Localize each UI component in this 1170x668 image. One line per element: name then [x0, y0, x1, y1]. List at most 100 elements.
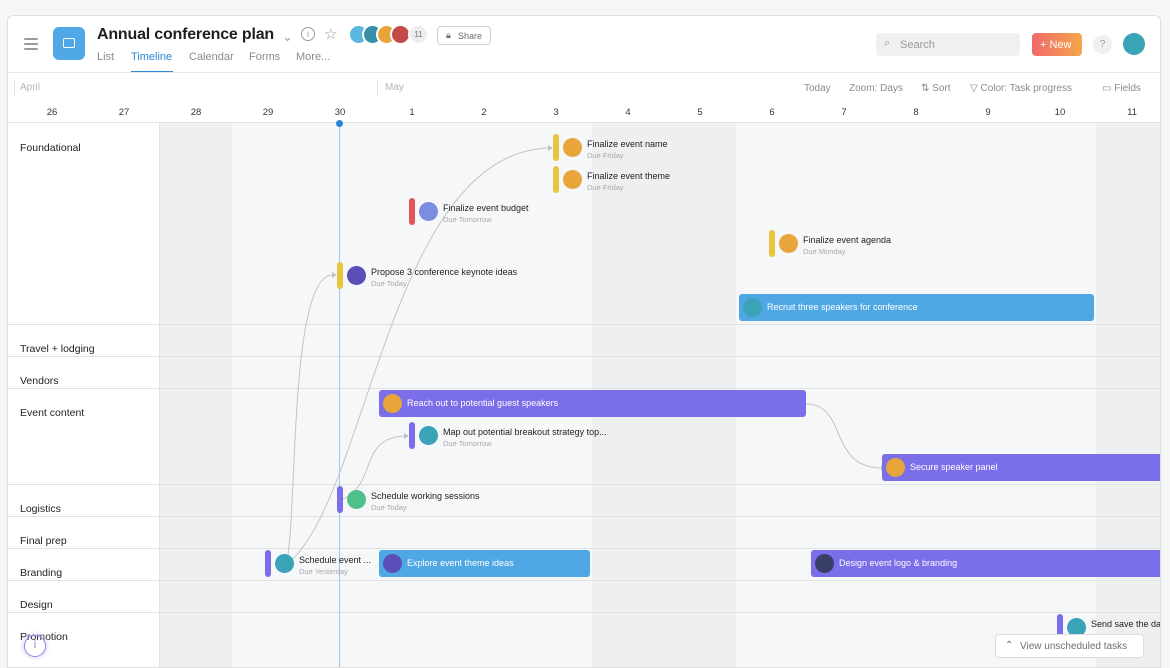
task-name: Finalize event agenda [803, 235, 892, 245]
help-button[interactable]: ? [1093, 35, 1112, 54]
star-icon[interactable]: ☆ [324, 26, 338, 43]
tab-timeline[interactable]: Timeline [131, 51, 173, 63]
section-label[interactable]: Logistics [20, 503, 61, 515]
today-button[interactable]: Today [804, 83, 831, 94]
task-milestone-bar[interactable] [769, 230, 775, 257]
day-label: 5 [697, 107, 703, 118]
color-label: Color: Task progress [980, 83, 1072, 94]
dependency-line [805, 403, 883, 469]
assignee-avatar [275, 554, 294, 573]
task-name: Finalize event name [587, 139, 668, 149]
row-divider [8, 484, 1160, 485]
task-name: Recruit three speakers for conference [767, 302, 918, 312]
assignee-avatar [383, 394, 402, 413]
task[interactable]: Design event logo & branding [811, 550, 1160, 577]
menu-icon[interactable] [24, 38, 38, 53]
task-name: Send save the da [1091, 619, 1161, 629]
day-label: 4 [625, 107, 631, 118]
zoom-button[interactable]: Zoom: Days [849, 83, 903, 94]
member-count[interactable]: 11 [408, 24, 429, 45]
view-unscheduled-button[interactable]: ⌃ View unscheduled tasks [995, 634, 1144, 658]
task-due: Due Tomorrow [443, 439, 492, 448]
task-name: Schedule working sessions [371, 491, 480, 501]
section-label[interactable]: Event content [20, 407, 85, 419]
tab-calendar[interactable]: Calendar [189, 51, 234, 63]
task-milestone-bar[interactable] [409, 422, 415, 449]
assignee-avatar [815, 554, 834, 573]
section-label[interactable]: Final prep [20, 535, 67, 547]
task-name: Finalize event budget [443, 203, 529, 213]
today-marker [336, 120, 343, 127]
arrow-icon [404, 433, 409, 439]
day-label: 30 [334, 107, 346, 118]
dependency-line [342, 435, 406, 500]
share-label: Share [458, 31, 483, 41]
day-label: 3 [553, 107, 559, 118]
month-label: April [20, 82, 41, 93]
task[interactable]: Recruit three speakers for conference [739, 294, 1094, 321]
unscheduled-label: View unscheduled tasks [1020, 641, 1128, 652]
double-chevron-up-icon: ⌃ [1005, 640, 1014, 651]
row-divider [8, 612, 1160, 613]
task-milestone-bar[interactable] [553, 134, 559, 161]
row-divider [8, 548, 1160, 549]
info-icon[interactable]: i [24, 635, 46, 657]
task-name: Secure speaker panel [910, 462, 998, 472]
task[interactable]: Secure speaker panel [882, 454, 1160, 481]
divider [377, 80, 378, 96]
fields-button[interactable]: ▭ Fields [1102, 83, 1141, 94]
divider [8, 72, 1160, 73]
section-column [8, 123, 160, 667]
task-milestone-bar[interactable] [1057, 614, 1063, 641]
task-due: Due Tomorrow [443, 215, 492, 224]
section-label[interactable]: Foundational [20, 142, 81, 154]
assignee-avatar [779, 234, 798, 253]
task-milestone-bar[interactable] [337, 486, 343, 513]
task-name: Reach out to potential guest speakers [407, 398, 559, 408]
task-milestone-bar[interactable] [337, 262, 343, 289]
share-button[interactable]: 🔒︎ Share [437, 26, 491, 45]
search-input[interactable]: ⌕ Search [876, 33, 1020, 56]
task-milestone-bar[interactable] [265, 550, 271, 577]
dependency-line [285, 147, 550, 566]
row-divider [8, 580, 1160, 581]
arrow-icon [548, 145, 553, 151]
day-label: 27 [118, 107, 130, 118]
fields-label: Fields [1114, 83, 1141, 94]
day-label: 1 [409, 107, 415, 118]
user-avatar[interactable] [1123, 33, 1145, 55]
task-due: Due Today [371, 503, 407, 512]
day-label: 2 [481, 107, 487, 118]
day-label: 9 [985, 107, 991, 118]
task-milestone-bar[interactable] [553, 166, 559, 193]
info-icon[interactable]: i [301, 27, 315, 41]
search-icon: ⌕ [884, 37, 891, 49]
dependency-line [285, 274, 334, 566]
section-label[interactable]: Travel + lodging [20, 343, 95, 355]
tab-forms[interactable]: Forms [249, 51, 281, 63]
assignee-avatar [419, 426, 438, 445]
day-label: 8 [913, 107, 919, 118]
section-label[interactable]: Branding [20, 567, 63, 579]
section-label[interactable]: Vendors [20, 375, 59, 387]
new-button[interactable]: + New [1032, 33, 1082, 56]
sort-icon: ⇅ [921, 83, 933, 94]
assignee-avatar [743, 298, 762, 317]
project-title[interactable]: Annual conference plan [97, 26, 274, 43]
color-button[interactable]: ▽ Color: Task progress [970, 83, 1072, 94]
task-name: Design event logo & branding [839, 558, 958, 568]
filter-icon: ▽ [970, 83, 981, 94]
project-icon [53, 27, 85, 60]
weekend-column [160, 123, 232, 667]
task[interactable]: Reach out to potential guest speakers [379, 390, 806, 417]
tab-list[interactable]: List [97, 51, 115, 63]
task[interactable]: Explore event theme ideas [379, 550, 590, 577]
chevron-down-icon[interactable]: ⌄ [282, 29, 293, 44]
task-name: Map out potential breakout strategy top.… [443, 427, 607, 437]
assignee-avatar [383, 554, 402, 573]
sort-button[interactable]: ⇅ Sort [921, 83, 951, 94]
assignee-avatar [347, 490, 366, 509]
tab-more[interactable]: More... [296, 51, 331, 63]
section-label[interactable]: Design [20, 599, 53, 611]
task-milestone-bar[interactable] [409, 198, 415, 225]
